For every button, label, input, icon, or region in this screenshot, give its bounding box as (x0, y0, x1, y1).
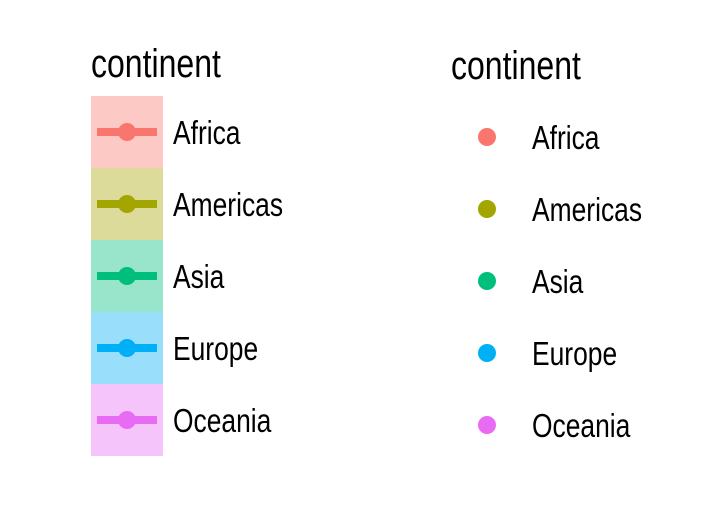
legend-entry: Oceania (451, 389, 681, 461)
legend-entry: Africa (451, 101, 681, 173)
legend-entry: Europe (91, 312, 321, 384)
legend-entry: Africa (91, 96, 321, 168)
legend-entry: Asia (451, 245, 681, 317)
legend-label: Oceania (532, 407, 631, 444)
legend-label: Asia (173, 258, 225, 295)
legend-label: Africa (532, 119, 600, 156)
legend-entry: Europe (451, 317, 681, 389)
legend-label: Africa (173, 114, 241, 151)
legend-entry: Oceania (91, 384, 321, 456)
legend-entry: Americas (451, 173, 681, 245)
legend-entry: Americas (91, 168, 321, 240)
legend-key-point (478, 272, 496, 290)
legend-key-point (118, 123, 136, 141)
legend-entry: Asia (91, 240, 321, 312)
legend-point: continent Africa Americas Asia Europe Oceani… (451, 46, 681, 466)
legend-key-point (118, 339, 136, 357)
legend-label: Americas (532, 191, 643, 228)
legend-title: continent (451, 44, 581, 88)
legend-key-point (118, 267, 136, 285)
legend-label: Europe (532, 335, 618, 372)
legend-label: Americas (173, 186, 284, 223)
legend-key-point (118, 411, 136, 429)
legend-label: Oceania (173, 402, 272, 439)
legend-key-point (478, 344, 496, 362)
legend-label: Europe (173, 330, 259, 367)
legend-title: continent (91, 42, 221, 86)
legend-label: Asia (532, 263, 584, 300)
legend-key-point (478, 128, 496, 146)
legend-key-point (478, 200, 496, 218)
legend-key-point (118, 195, 136, 213)
legend-key-point (478, 416, 496, 434)
legend-line-point: continent Africa Americas Asia Europe Oceani… (91, 44, 321, 464)
